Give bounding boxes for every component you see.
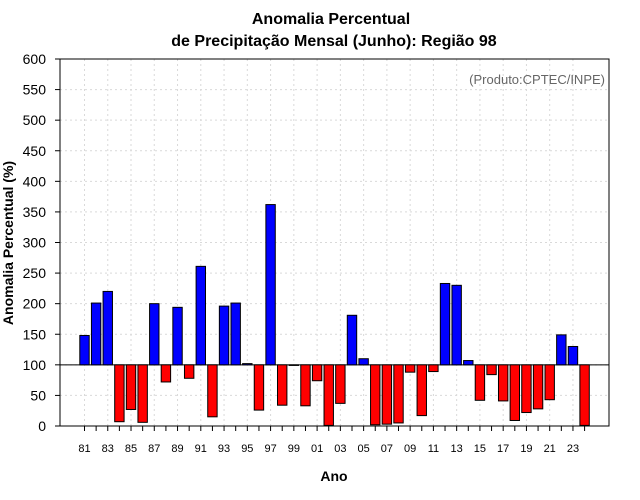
y-tick-label: 350 (23, 204, 47, 220)
y-tick-label: 150 (23, 326, 47, 342)
x-tick-label: 85 (125, 443, 137, 455)
bar-13 (451, 284, 462, 366)
bar-84 (114, 364, 125, 423)
bar-94 (230, 302, 241, 366)
x-tick-label: 81 (78, 443, 90, 455)
bar-85 (125, 364, 137, 410)
bar-16 (486, 364, 497, 376)
y-tick-label: 250 (23, 265, 47, 281)
x-axis: 81 83 85 87 89 91 93 95 97 99 01 03 05 07 09 11 13 15 17 19… (78, 426, 586, 455)
bar-05 (358, 358, 369, 366)
y-tick-label: 500 (23, 112, 47, 128)
bar-10 (416, 364, 427, 417)
x-tick-label: 87 (148, 443, 160, 455)
bar-11 (428, 364, 439, 373)
bar-87 (149, 303, 160, 366)
x-tick-label: 21 (544, 443, 556, 455)
bar-06 (370, 364, 381, 426)
x-tick-label: 93 (218, 443, 230, 455)
y-tick-label: 550 (23, 82, 47, 98)
y-tick-label: 400 (23, 173, 47, 189)
bar-14 (463, 360, 474, 366)
bar-20 (532, 364, 544, 410)
y-tick-label: 450 (23, 143, 47, 159)
x-tick-label: 07 (381, 443, 393, 455)
bar-15 (474, 364, 486, 401)
bar-21 (544, 364, 555, 401)
bar-00 (300, 364, 311, 407)
bar-89 (172, 306, 183, 366)
bar-88 (160, 364, 172, 383)
bar-83 (102, 290, 113, 366)
y-tick-label: 100 (23, 357, 47, 373)
y-tick-label: 0 (38, 418, 46, 434)
x-tick-label: 09 (404, 443, 416, 455)
y-tick-label: 600 (23, 51, 47, 67)
bar-23 (567, 345, 579, 366)
bar-93 (218, 305, 230, 366)
bar-19 (521, 364, 532, 414)
x-tick-label: 97 (264, 443, 276, 455)
bar-96 (253, 364, 265, 411)
x-tick-label: 83 (102, 443, 114, 455)
bar-12 (439, 282, 451, 366)
bar-81 (79, 334, 90, 366)
bar-07 (381, 364, 393, 425)
bar-86 (137, 364, 148, 423)
y-axis-title: Anomalia Percentual (%) (0, 161, 16, 325)
bars (79, 204, 590, 426)
chart-title-line2: de Precipitação Mensal (Junho): Região 9… (171, 33, 497, 50)
bar-03 (335, 364, 346, 404)
x-tick-label: 19 (520, 443, 532, 455)
bar-82 (90, 302, 102, 366)
bar-92 (207, 364, 218, 418)
x-tick-label: 91 (195, 443, 207, 455)
product-credit: (Produto:CPTEC/INPE) (469, 72, 605, 87)
bar-01 (311, 364, 323, 382)
x-tick-label: 95 (241, 443, 253, 455)
bar-09 (404, 364, 416, 373)
x-tick-label: 11 (428, 443, 439, 455)
bar-99 (288, 364, 300, 366)
x-tick-label: 03 (334, 443, 346, 455)
x-tick-label: 05 (357, 443, 369, 455)
bar-18 (509, 364, 521, 421)
x-tick-label: 99 (288, 443, 300, 455)
bar-02 (323, 364, 334, 426)
bar-98 (277, 364, 288, 406)
y-tick-label: 200 (23, 296, 47, 312)
bar-04 (346, 314, 358, 366)
bar-24 (579, 364, 590, 426)
bar-95 (242, 363, 253, 366)
x-tick-label: 17 (497, 443, 509, 455)
x-tick-label: 23 (567, 443, 579, 455)
x-tick-label: 15 (474, 443, 486, 455)
x-axis-title: Ano (320, 468, 347, 484)
bar-97 (265, 204, 276, 366)
x-tick-label: 89 (171, 443, 183, 455)
bar-22 (556, 334, 567, 366)
chart-title-line1: Anomalia Percentual (252, 11, 410, 28)
y-tick-label: 300 (23, 235, 47, 251)
bar-91 (195, 265, 207, 366)
bar-17 (497, 364, 509, 402)
x-tick-label: 01 (311, 443, 323, 455)
y-tick-label: 50 (30, 387, 46, 403)
x-tick-label: 13 (451, 443, 463, 455)
y-axis: 0 50 100 150 200 250 300 350 400 450 500 550 600 (23, 51, 60, 434)
bar-90 (183, 364, 195, 379)
bar-08 (393, 364, 404, 424)
